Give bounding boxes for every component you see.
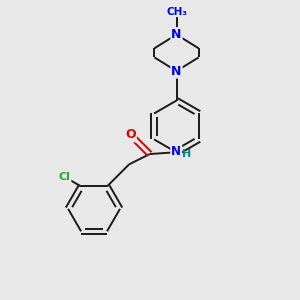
- Text: N: N: [171, 145, 181, 158]
- Text: O: O: [125, 128, 136, 141]
- Text: N: N: [171, 64, 182, 78]
- Text: H: H: [182, 149, 192, 159]
- Text: N: N: [171, 28, 182, 41]
- Text: CH₃: CH₃: [166, 7, 187, 16]
- Text: Cl: Cl: [58, 172, 70, 182]
